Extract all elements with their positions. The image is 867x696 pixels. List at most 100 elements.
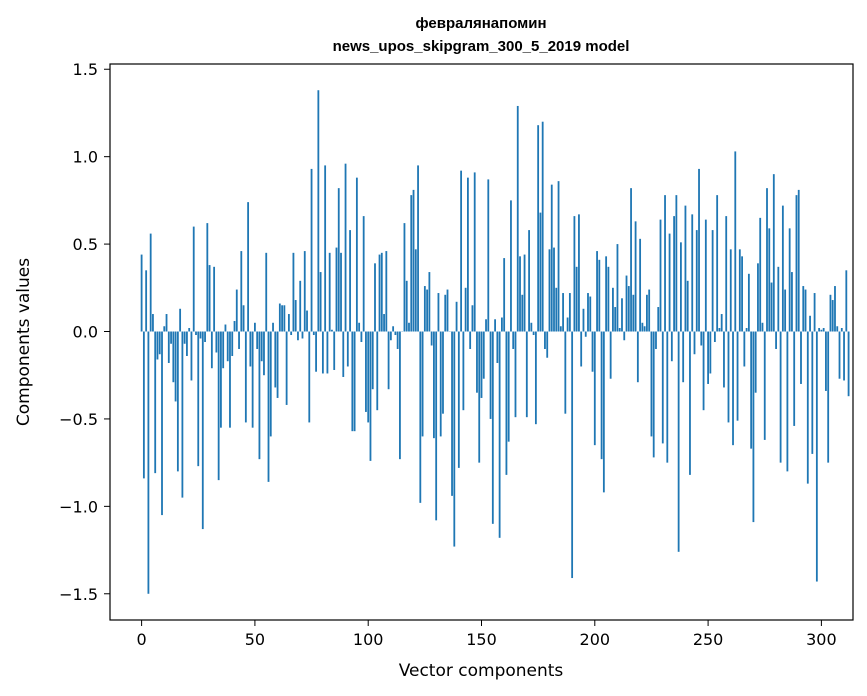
bar-298 <box>815 331 818 582</box>
bar-75 <box>310 168 313 332</box>
bar-303 <box>827 331 830 463</box>
bar-59 <box>274 331 277 388</box>
bar-168 <box>521 294 524 332</box>
bar-183 <box>555 287 558 332</box>
bar-277 <box>768 228 771 332</box>
bar-311 <box>845 270 848 332</box>
bar-24 <box>195 331 197 336</box>
bar-67 <box>292 252 295 332</box>
bar-191 <box>573 216 576 332</box>
bar-156 <box>494 319 496 332</box>
bar-258 <box>725 216 728 332</box>
bar-10 <box>163 326 166 332</box>
bar-189 <box>568 293 571 332</box>
bar-143 <box>464 287 467 332</box>
bar-215 <box>627 286 630 332</box>
bar-271 <box>754 331 757 393</box>
bar-296 <box>811 331 814 454</box>
bar-25 <box>197 331 200 467</box>
bar-69 <box>297 331 299 341</box>
x-tick-label: 250 <box>693 630 724 649</box>
bar-179 <box>546 331 549 358</box>
bar-116 <box>403 223 406 332</box>
y-axis-label: Components values <box>14 258 34 426</box>
bar-36 <box>222 331 225 369</box>
bar-213 <box>623 331 626 341</box>
bar-170 <box>525 331 528 418</box>
bar-208 <box>612 287 614 332</box>
bar-0 <box>140 254 143 332</box>
bar-221 <box>641 322 644 332</box>
bar-11 <box>165 314 168 332</box>
bar-62 <box>281 305 283 332</box>
bar-228 <box>657 307 660 332</box>
bar-184 <box>557 181 560 332</box>
bar-217 <box>632 294 635 332</box>
bar-15 <box>174 331 177 402</box>
bar-80 <box>321 331 324 374</box>
y-tick-label: −1.0 <box>59 497 98 516</box>
bar-264 <box>738 249 741 332</box>
bar-68 <box>294 300 297 332</box>
bar-135 <box>446 289 449 332</box>
bar-44 <box>240 251 243 332</box>
bar-130 <box>435 331 438 521</box>
bar-8 <box>158 331 161 355</box>
bar-244 <box>693 331 696 355</box>
bar-302 <box>825 331 827 391</box>
bar-214 <box>625 275 628 332</box>
bar-242 <box>689 331 691 475</box>
bar-178 <box>544 331 546 349</box>
bar-123 <box>419 331 422 503</box>
chart-title: февралянапомин <box>415 15 546 32</box>
bar-114 <box>399 331 401 460</box>
bar-254 <box>716 195 719 332</box>
y-tick-label: 0.0 <box>73 323 98 342</box>
y-axis-ticks: −1.5 −1.0 −0.5 0.0 0.5 1.0 1.5 <box>59 60 110 604</box>
x-tick-label: 200 <box>580 630 611 649</box>
bar-253 <box>713 331 716 342</box>
bar-187 <box>564 331 567 414</box>
bar-74 <box>308 331 311 423</box>
bar-series <box>140 90 850 594</box>
bar-290 <box>797 189 800 332</box>
bar-175 <box>537 125 540 332</box>
bar-121 <box>414 249 417 332</box>
bar-212 <box>621 298 623 332</box>
bar-105 <box>378 254 381 332</box>
bar-111 <box>392 326 395 332</box>
bar-34 <box>217 331 220 481</box>
bar-18 <box>181 331 184 498</box>
bar-42 <box>235 289 238 332</box>
bar-54 <box>263 331 265 376</box>
bar-185 <box>559 326 562 332</box>
bar-30 <box>208 265 211 332</box>
bar-203 <box>600 331 603 460</box>
bar-237 <box>677 331 680 552</box>
x-tick-label: 50 <box>245 630 265 649</box>
bar-281 <box>777 266 780 332</box>
bar-149 <box>478 331 481 463</box>
bar-188 <box>566 317 569 332</box>
bar-142 <box>462 331 465 411</box>
bar-234 <box>670 331 673 362</box>
bar-124 <box>421 331 424 437</box>
bar-305 <box>831 300 834 332</box>
bar-260 <box>729 249 732 332</box>
bar-192 <box>575 266 578 332</box>
bar-20 <box>186 331 188 356</box>
bar-61 <box>278 303 281 332</box>
bar-93 <box>351 331 354 432</box>
bar-87 <box>337 188 340 332</box>
bar-16 <box>176 331 179 472</box>
x-tick-label: 100 <box>353 630 384 649</box>
bar-70 <box>299 280 302 332</box>
bar-46 <box>244 331 247 423</box>
bar-49 <box>251 331 254 428</box>
bar-182 <box>553 247 555 332</box>
bar-43 <box>238 331 240 349</box>
bar-198 <box>589 296 592 332</box>
bar-129 <box>433 331 435 439</box>
bar-272 <box>757 263 759 332</box>
bar-219 <box>636 331 639 383</box>
